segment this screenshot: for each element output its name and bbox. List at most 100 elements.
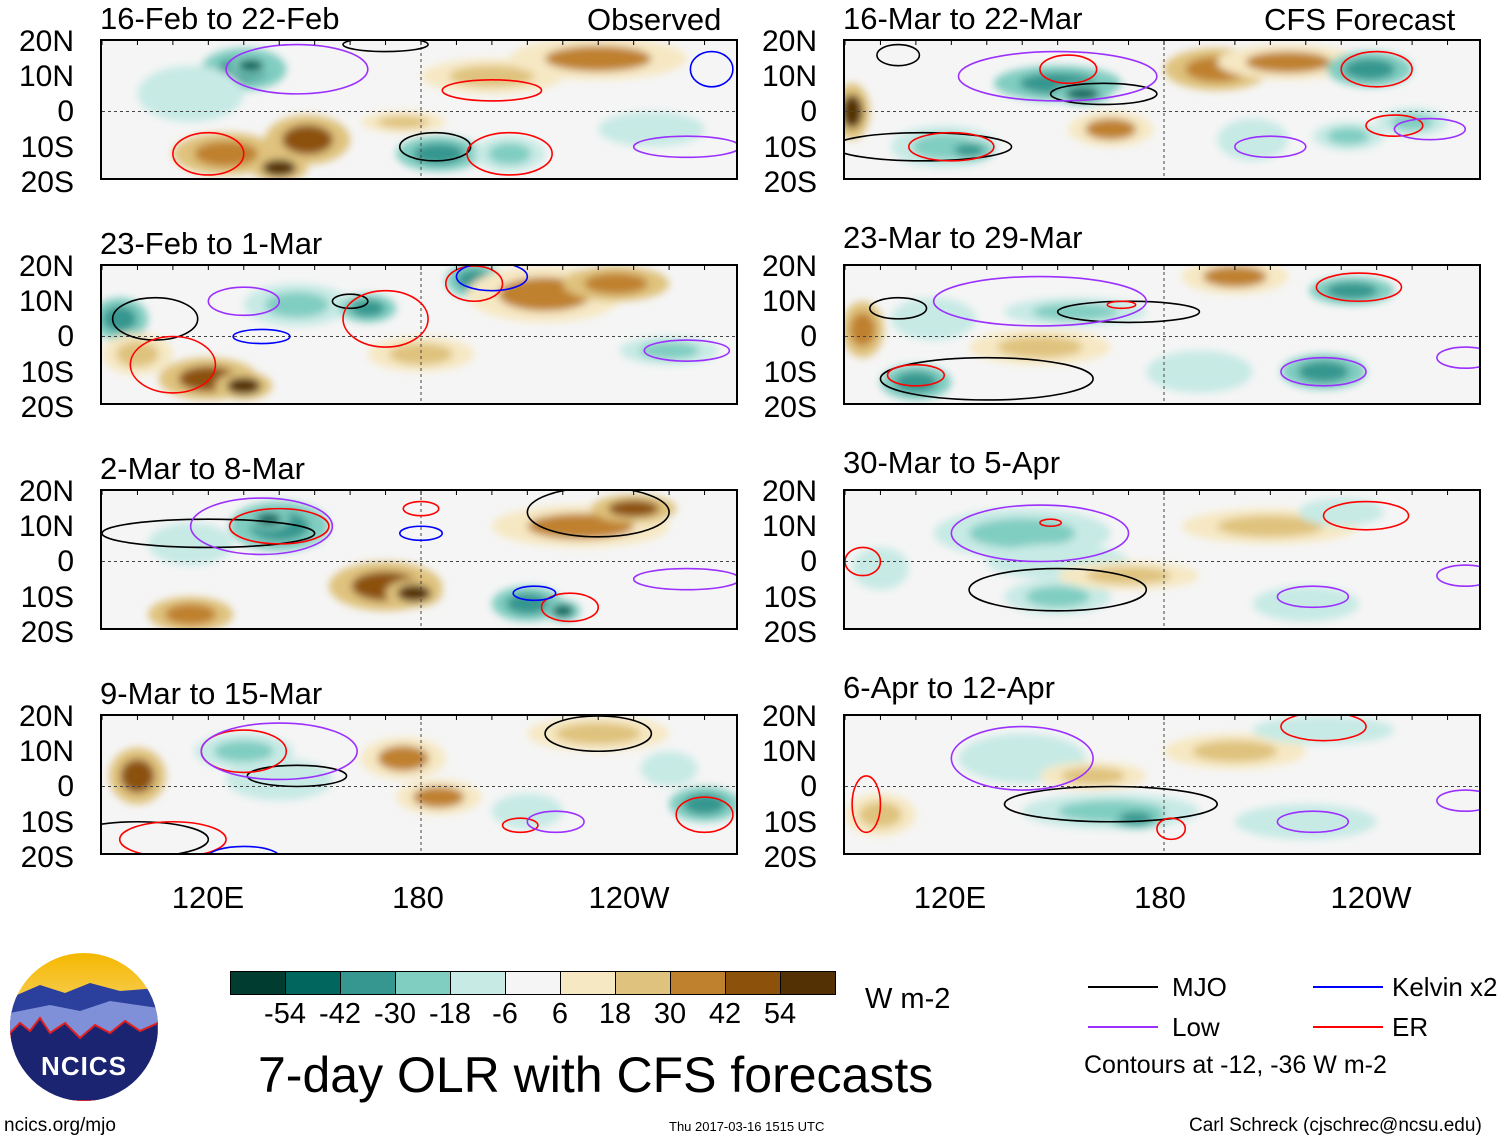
map-panel <box>843 714 1481 855</box>
olr-anomaly <box>1326 282 1378 300</box>
low-contour <box>950 725 1094 791</box>
lat-label: 10N <box>761 60 817 94</box>
forecast-label: CFS Forecast <box>1264 2 1456 37</box>
low-contour <box>207 286 281 317</box>
lat-label: 20S <box>20 615 74 649</box>
olr-anomaly <box>377 115 429 129</box>
er-contour <box>1365 114 1424 137</box>
er-contour <box>908 131 995 162</box>
lat-label: 0 <box>57 320 74 354</box>
olr-anomaly <box>116 341 159 367</box>
olr-anomaly <box>954 143 984 157</box>
olr-anomaly <box>165 603 217 625</box>
olr-anomaly <box>908 306 960 332</box>
olr-anomaly <box>1390 113 1434 131</box>
olr-anomaly <box>545 45 652 72</box>
lat-label: 0 <box>800 770 817 804</box>
low-contour <box>1276 585 1350 609</box>
er-contour <box>1280 716 1367 742</box>
low-contour <box>1234 135 1307 159</box>
mjo-contour <box>398 131 472 162</box>
mjo-contour <box>876 43 921 67</box>
low-contour <box>950 504 1130 563</box>
mjo-contour <box>342 41 429 53</box>
legend-low-line <box>1088 1026 1158 1028</box>
lon-label-180-right: 180 <box>1134 880 1186 915</box>
olr-anomaly <box>1273 593 1338 615</box>
olr-anomaly <box>849 312 876 347</box>
olr-anomaly <box>102 306 137 332</box>
low-contour <box>189 497 334 556</box>
low-contour <box>1436 346 1479 370</box>
lat-label: 10N <box>18 510 74 544</box>
colorbar-label: 18 <box>598 998 632 1030</box>
er-contour <box>501 817 539 834</box>
olr-anomaly <box>608 500 660 518</box>
lat-label: 20N <box>761 700 817 733</box>
olr-anomaly <box>969 518 1076 549</box>
er-contour <box>129 335 217 394</box>
olr-anomaly <box>1167 359 1232 385</box>
colorbar <box>230 971 836 995</box>
mjo-contour <box>1049 82 1158 106</box>
lat-label: 10S <box>20 355 74 389</box>
colorbar-swatch <box>726 972 781 994</box>
olr-anomaly <box>652 758 687 780</box>
olr-anomaly <box>389 343 453 365</box>
colorbar-swatch <box>341 972 396 994</box>
er-contour <box>1039 54 1098 85</box>
lat-label: 10S <box>763 130 817 164</box>
lat-label: 0 <box>57 770 74 804</box>
olr-anomaly <box>377 745 429 771</box>
er-contour <box>441 78 543 102</box>
er-contour <box>342 289 429 348</box>
olr-anomaly <box>997 336 1083 358</box>
colorbar-label: 6 <box>551 998 569 1030</box>
olr-anomaly <box>158 76 223 111</box>
panel-title: 16-Mar to 22-Mar <box>843 1 1083 36</box>
lat-label: 0 <box>57 95 74 129</box>
legend-er-label: ER <box>1392 1012 1429 1042</box>
olr-anomaly <box>894 371 938 393</box>
olr-anomaly <box>1327 127 1370 145</box>
olr-anomaly <box>120 759 155 793</box>
mjo-contour <box>1003 785 1218 823</box>
olr-anomaly <box>488 143 531 165</box>
map-panel <box>100 264 738 405</box>
colorbar-swatch <box>451 972 506 994</box>
lat-label: 20N <box>18 700 74 733</box>
footer-url[interactable]: ncics.org/mjo <box>4 1115 116 1136</box>
olr-anomaly <box>1231 127 1274 153</box>
olr-anomaly <box>350 299 385 317</box>
colorbar-units: W m-2 <box>865 983 951 1015</box>
lon-label-120w: 120W <box>588 880 670 915</box>
olr-anomaly <box>1065 87 1100 101</box>
lat-label: 10N <box>761 735 817 769</box>
olr-anomaly <box>1192 740 1278 762</box>
legend-low-label: Low <box>1172 1012 1220 1042</box>
er-contour <box>675 796 734 834</box>
olr-anomaly <box>506 593 549 615</box>
er-contour <box>466 131 553 176</box>
lat-label: 20S <box>20 390 74 424</box>
olr-anomaly <box>1263 811 1349 833</box>
low-contour <box>632 135 736 159</box>
er-contour <box>845 546 882 577</box>
low-contour <box>526 810 585 834</box>
olr-anomaly <box>552 604 574 618</box>
er-contour <box>1106 300 1137 310</box>
kelvin-contour <box>232 328 291 345</box>
olr-anomaly <box>1061 767 1126 785</box>
colorbar-label: 54 <box>763 998 797 1030</box>
lat-label: 0 <box>800 545 817 579</box>
colorbar-label: 42 <box>708 998 742 1030</box>
olr-anomaly <box>584 273 648 295</box>
panel-title: 23-Mar to 29-Mar <box>843 220 1083 255</box>
panel-title: 2-Mar to 8-Mar <box>100 451 305 486</box>
logo-text: NCICS <box>41 1051 127 1081</box>
colorbar-label: -6 <box>492 998 518 1030</box>
colorbar-swatch <box>616 972 671 994</box>
mjo-contour <box>526 491 670 538</box>
er-contour <box>851 775 882 834</box>
